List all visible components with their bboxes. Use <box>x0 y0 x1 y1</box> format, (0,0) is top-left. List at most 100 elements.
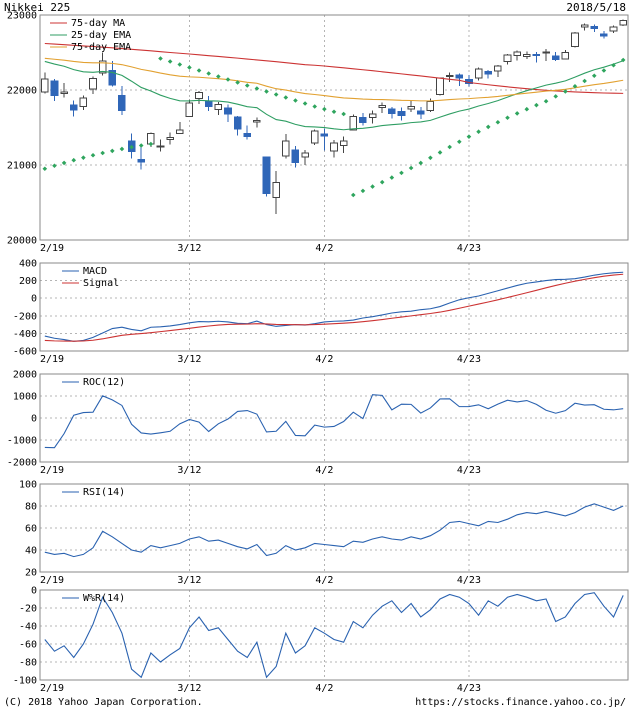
overlay-line <box>44 60 624 131</box>
sar-dot <box>109 148 115 154</box>
panel-border <box>39 262 629 352</box>
y-tick-label: 0 <box>31 294 37 305</box>
candle-up <box>426 100 435 112</box>
sar-dot <box>466 134 472 139</box>
panel-border <box>39 589 629 681</box>
y-tick-label: 2000 <box>13 370 37 381</box>
sar-dot <box>495 119 501 125</box>
candle-down <box>600 33 608 37</box>
sar-dot <box>129 144 134 150</box>
sar-dot <box>524 106 530 112</box>
overlay-line <box>44 42 624 94</box>
sar-dot <box>216 74 221 79</box>
sar-dot <box>71 157 77 163</box>
candle-up <box>175 129 184 134</box>
sar-dot <box>206 71 211 76</box>
sar-dot <box>437 150 443 155</box>
sar-dot <box>331 109 337 115</box>
y-tick-label: -20 <box>19 604 37 615</box>
candle-down <box>397 110 406 116</box>
sar-dot <box>158 56 163 61</box>
x-tick-label: 4/2 <box>315 683 333 694</box>
candle-down <box>69 104 78 111</box>
chart-title: Nikkei 225 <box>4 1 70 14</box>
sar-dot <box>119 146 125 152</box>
footer-copyright: (C) 2018 Yahoo Japan Corporation. <box>4 697 203 708</box>
sar-dot <box>196 68 202 73</box>
x-tick-label: 3/12 <box>177 354 201 365</box>
candle-down <box>108 69 117 86</box>
y-tick-label: 400 <box>19 259 37 270</box>
sar-dot <box>360 188 366 194</box>
overlay-line <box>44 57 624 102</box>
candle-up <box>272 182 280 198</box>
parabolic-sar-dots <box>42 56 626 198</box>
x-tick-label: 4/23 <box>457 354 481 365</box>
sar-dot <box>81 155 86 160</box>
candle-up <box>513 51 521 56</box>
panel-border <box>39 373 629 463</box>
y-tick-label: -60 <box>19 640 37 651</box>
x-tick-label: 2/19 <box>40 683 64 694</box>
x-tick-label: 3/12 <box>177 243 201 254</box>
sar-dot <box>379 179 385 185</box>
series-line <box>44 394 624 449</box>
candle-up <box>522 54 531 58</box>
sar-dot <box>90 152 96 158</box>
legend-label: MACD <box>83 266 107 277</box>
y-tick-label: -1000 <box>7 436 37 447</box>
panel-border <box>39 14 629 241</box>
legend-label: ROC(12) <box>83 377 125 388</box>
sar-dot <box>283 95 289 100</box>
sar-dot <box>341 111 346 117</box>
candle-up <box>580 24 589 28</box>
sar-dot <box>350 192 356 198</box>
sar-dot <box>138 143 144 148</box>
x-tick-label: 4/2 <box>315 243 333 254</box>
sar-dot <box>534 102 539 108</box>
candle-down <box>320 133 329 137</box>
x-tick-label: 4/23 <box>457 465 481 476</box>
sar-dot <box>293 98 298 103</box>
candle-up <box>79 97 88 108</box>
footer-url: https://stocks.finance.yahoo.co.jp/ <box>415 697 626 708</box>
y-tick-label: -600 <box>13 347 37 358</box>
legend: RSI(14) <box>62 487 125 498</box>
candle-up <box>436 77 444 95</box>
candle-down <box>416 110 425 115</box>
x-tick-label: 3/12 <box>177 465 201 476</box>
sar-dot <box>582 78 587 84</box>
sar-dot <box>505 115 510 121</box>
sar-dot <box>302 101 308 106</box>
legend: ROC(12) <box>62 377 125 388</box>
candle-up <box>407 106 415 110</box>
sar-dot <box>601 68 607 73</box>
y-tick-label: -100 <box>13 676 37 687</box>
candle-up <box>301 152 309 158</box>
sar-dot <box>235 80 240 85</box>
candle-up <box>494 65 502 72</box>
sar-dot <box>244 83 250 88</box>
legend: W%R(14) <box>62 593 125 604</box>
candle-down <box>243 132 252 137</box>
sar-dot <box>312 104 318 109</box>
y-tick-label: 200 <box>19 276 37 287</box>
sar-dot <box>389 175 395 180</box>
candle-up <box>474 68 483 79</box>
y-tick-label: 0 <box>31 414 37 425</box>
candle-up <box>445 75 454 78</box>
x-tick-label: 4/23 <box>457 243 481 254</box>
candle-down <box>590 26 599 30</box>
sar-dot <box>61 160 67 166</box>
x-tick-label: 3/12 <box>177 683 201 694</box>
sar-dot <box>52 163 57 169</box>
candle-up <box>378 104 386 109</box>
y-tick-label: 0 <box>31 586 37 597</box>
y-tick-label: 21000 <box>7 161 37 172</box>
x-tick-label: 2/19 <box>40 354 64 365</box>
sar-dot <box>485 124 491 130</box>
legend-label: Signal <box>83 278 119 289</box>
candle-down <box>224 107 232 115</box>
